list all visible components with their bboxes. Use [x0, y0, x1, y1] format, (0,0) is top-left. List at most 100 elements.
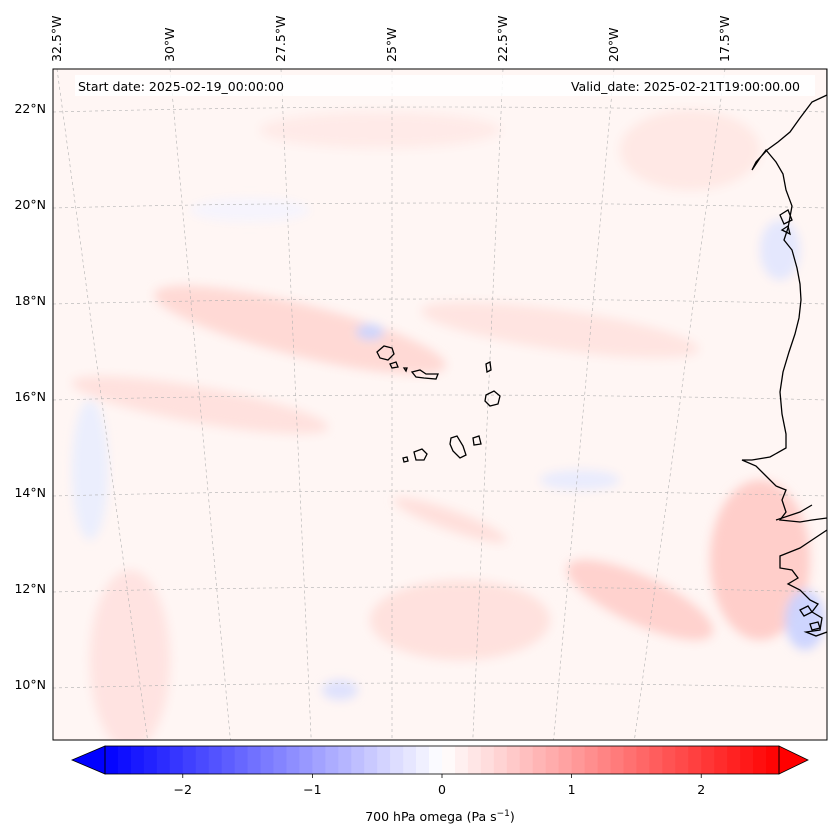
annotation-background — [75, 75, 815, 96]
lat-tick-label: 16°N — [14, 389, 46, 404]
colorbar-label-main: 700 hPa omega (Pa s — [365, 809, 496, 824]
map-panel: Start date: 2025-02-19_00:00:00 Valid_da… — [53, 69, 827, 740]
colorbar-segment — [416, 746, 430, 774]
colorbar-segment — [701, 746, 715, 774]
island-santa-luzia — [402, 367, 408, 373]
colorbar-segment — [442, 746, 456, 774]
island-santiago — [449, 435, 467, 459]
colorbar-segment — [182, 746, 197, 774]
lat-gridline — [53, 394, 827, 401]
lon-gridline — [56, 69, 148, 740]
lon-gridline — [553, 69, 615, 740]
colorbar-segment — [740, 746, 754, 774]
colorbar-segment — [286, 746, 300, 774]
colorbar-segment — [338, 746, 352, 774]
island-maio — [472, 435, 482, 446]
colorbar-segment — [195, 746, 210, 774]
colorbar-segment — [299, 746, 313, 774]
colorbar: −2 −1 0 1 2 700 hPa omega (Pa s−1) — [70, 745, 809, 824]
island-brava — [402, 456, 409, 463]
colorbar-segment — [623, 746, 637, 774]
lon-gridline — [634, 69, 726, 740]
coast-islet-north — [779, 209, 793, 236]
colorbar-segment — [312, 746, 326, 774]
island-boa-vista — [484, 390, 501, 407]
colorbar-segment — [377, 746, 391, 774]
lon-tick-label: 32.5°W — [49, 16, 64, 62]
colorbar-segment — [351, 746, 365, 774]
colorbar-ticks: −2 −1 0 1 2 — [174, 774, 705, 797]
lon-gridline — [280, 69, 312, 740]
lon-tick-label: 20°W — [606, 27, 621, 62]
colorbar-label-exponent: −1 — [497, 809, 510, 819]
island-fogo — [413, 448, 428, 461]
colorbar-segment — [169, 746, 184, 774]
colorbar-segment — [273, 746, 287, 774]
lon-tick-label: 17.5°W — [717, 16, 732, 62]
colorbar-segment — [597, 746, 611, 774]
colorbar-segment — [480, 746, 495, 774]
lat-gridline — [53, 106, 827, 113]
map-frame — [52, 68, 828, 741]
colorbar-segment — [545, 746, 560, 774]
colorbar-segment — [130, 746, 145, 774]
lat-tick-label: 20°N — [14, 197, 46, 212]
colorbar-segment — [247, 746, 262, 774]
colorbar-tick-label: −2 — [174, 782, 192, 797]
colorbar-tick-label: 0 — [438, 782, 446, 797]
colorbar-extend-high — [778, 745, 809, 775]
colorbar-segment — [662, 746, 676, 774]
colorbar-tick-label: −1 — [303, 782, 321, 797]
colorbar-segment — [714, 746, 728, 774]
colorbar-segment — [584, 746, 599, 774]
lat-tick-label: 12°N — [14, 581, 46, 596]
colorbar-tick-label: 1 — [568, 782, 576, 797]
colorbar-segment — [688, 746, 702, 774]
lat-gridline — [53, 202, 827, 209]
lat-gridline — [53, 682, 827, 689]
colorbar-segment — [117, 746, 132, 774]
colorbar-segment — [571, 746, 586, 774]
colorbar-segment — [364, 746, 378, 774]
colorbar-segment — [429, 746, 443, 774]
island-sao-vicente — [389, 361, 399, 369]
colorbar-segment — [325, 746, 339, 774]
lon-tick-label: 25°W — [384, 27, 399, 62]
colorbar-segment — [506, 746, 521, 774]
island-santo-antao — [376, 345, 395, 361]
lon-gridline — [472, 69, 504, 740]
lat-tick-label: 14°N — [14, 485, 46, 500]
coastlines — [376, 69, 827, 637]
lat-tick-label: 22°N — [14, 101, 46, 116]
lat-gridline — [53, 586, 827, 593]
colorbar-segment — [519, 746, 534, 774]
colorbar-segment — [390, 746, 404, 774]
colorbar-segment — [156, 746, 171, 774]
colorbar-segment — [727, 746, 741, 774]
bijagos-islands — [799, 605, 821, 631]
lat-tick-label: 10°N — [14, 677, 46, 692]
gridlines — [53, 69, 827, 740]
colorbar-segment — [234, 746, 249, 774]
lat-tick-label: 18°N — [14, 293, 46, 308]
colorbar-label: 700 hPa omega (Pa s−1) — [365, 809, 515, 824]
colorbar-segment — [143, 746, 158, 774]
colorbar-tick-label: 2 — [697, 782, 705, 797]
latitude-tick-labels: 22°N 20°N 18°N 16°N 14°N 12°N 10°N — [14, 101, 46, 692]
colorbar-segment — [105, 746, 119, 774]
colorbar-segment — [675, 746, 689, 774]
longitude-tick-labels: 32.5°W 30°W 27.5°W 25°W 22.5°W 20°W 17.5°W — [49, 16, 732, 62]
lat-gridline — [53, 490, 827, 497]
colorbar-segment — [753, 746, 767, 774]
colorbar-segment — [260, 746, 274, 774]
valid-date-annotation: Valid_date: 2025-02-21T19:00:00.00 — [571, 79, 800, 94]
lon-tick-label: 27.5°W — [273, 16, 288, 62]
colorbar-segment — [221, 746, 236, 774]
island-sao-nicolau — [410, 369, 439, 380]
colorbar-extend-low — [70, 745, 106, 775]
gambia-guinea-coast — [779, 529, 827, 637]
colorbar-segment — [208, 746, 223, 774]
colorbar-segment — [493, 746, 508, 774]
lat-gridline — [53, 298, 827, 305]
